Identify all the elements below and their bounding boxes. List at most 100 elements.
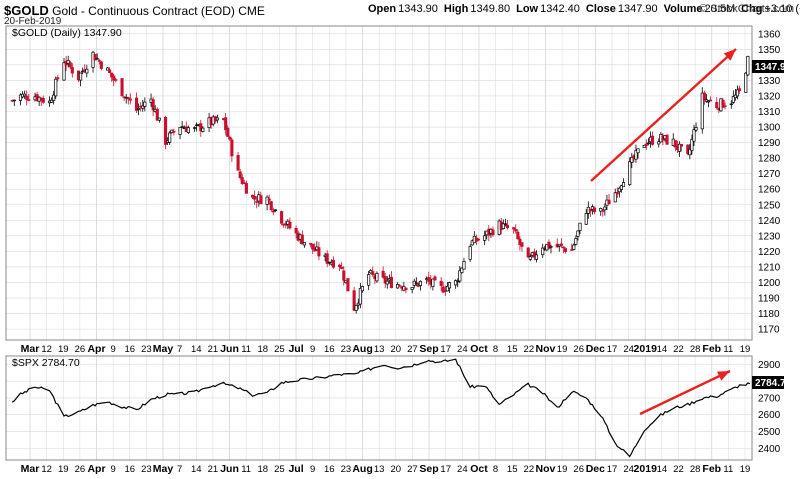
candle-body [628,161,632,186]
candle-body [673,140,677,148]
candle-body [607,199,611,205]
x-tick-label: 15 [507,344,518,355]
candle-body [570,249,574,251]
x-tick-label: 19 [557,344,568,355]
description: Gold - Continuous Contract (EOD) [52,4,235,18]
candle-body [253,196,257,200]
candle-body [381,270,385,278]
gold-panel-frame [5,25,753,341]
candle-body [534,254,539,260]
candle-body [265,196,269,205]
x-tick-label: 19 [740,344,751,355]
grid-top [6,26,752,340]
y-tick-label: 1300 [758,123,781,134]
x-tick-label: 20 [391,344,402,355]
candle-body [520,242,524,247]
stat-value: 20.5M [704,3,736,15]
candle-body [342,270,346,281]
x-tick-label: 25 [274,344,285,355]
y-tick-label: 1270 [758,169,781,180]
x-tick-label: Sep [419,463,438,475]
x-tick-label: 24 [457,464,468,475]
candle-body [135,97,139,111]
candle-body [137,108,141,110]
x-tick-label: May [153,463,174,475]
candle-body [168,132,172,143]
y-tick-label: 1360 [758,29,781,40]
x-tick-label: Oct [470,463,488,475]
candle-body [630,157,634,163]
x-tick-label: Dec [586,463,605,475]
candle-body [172,130,176,133]
candle-body [338,264,342,268]
x-labels-bottom: Mar 12 19 26 Apr 9 16 23 May 7 14 21 Jun 11 18 25 Jul 9 16… [21,463,751,475]
x-tick-label: 24 [623,464,634,475]
candle-body [178,126,182,135]
candle-body [456,280,460,283]
x-tick-label: 28 [690,344,701,355]
candle-body [186,127,190,133]
x-tick-label: 17 [440,344,451,355]
candle-body [23,93,27,97]
candle-body [735,89,740,97]
candle-body [215,117,219,121]
exchange: CME [238,4,265,18]
candle-body [541,247,545,256]
candle-body [371,271,375,275]
candle-body [180,126,184,128]
candle-body [503,223,507,225]
candle-body [244,183,248,194]
chart-title: $GOLD Gold - Continuous Contract (EOD) C… [4,3,265,18]
candle-body [516,231,520,240]
x-tick-label: 17 [607,344,618,355]
x-tick-label: 7 [177,464,182,475]
candle-body [692,129,696,142]
x-tick-label: 27 [407,464,418,475]
candle-body [236,155,240,171]
x-tick-label: 19 [58,464,69,475]
candle-body [70,67,74,74]
x-tick-label: 16 [124,344,135,355]
x-tick-label: 14 [191,464,202,475]
candle-body [574,238,578,245]
x-tick-label: 14 [657,464,668,475]
candle-body [54,78,58,97]
y-tick-label: 1220 [758,247,781,258]
candle-body [85,68,89,74]
candle-body [240,177,244,184]
y-tick-label: 1260 [758,185,781,196]
x-tick-label: Nov [536,463,556,475]
candle-body [445,285,449,292]
candle-body [476,238,481,241]
candle-body [458,270,462,282]
candle-body [126,97,130,100]
candle-body [733,94,737,99]
y-tick-label: 1310 [758,107,781,118]
chart-date: 20-Feb-2019 [4,16,62,27]
candle-body [578,222,582,231]
x-tick-label: 18 [258,344,269,355]
x-tick-label: 23 [141,344,152,355]
y-tick-label: 1280 [758,154,781,165]
stat-value: 1347.90 [617,3,658,15]
candle-body [617,187,621,193]
x-tick-label: 2019 [634,343,658,355]
candle-body [302,242,306,246]
candle-body [512,227,516,230]
x-tick-label: 9 [310,464,315,475]
candle-body [704,99,708,102]
candle-body [613,192,617,203]
stat-value: +3.10 (+0.23%) [764,3,800,15]
x-tick-label: 12 [41,464,52,475]
candle-body [199,123,203,132]
candle-body [95,58,99,60]
candle-body [518,238,522,245]
x-tick-label: 13 [374,344,385,355]
candle-body [702,92,706,101]
x-tick-label: Jun [220,463,239,475]
candle-body [418,281,422,286]
candle-body [439,280,443,286]
candle-body [706,100,711,103]
x-tick-label: Jun [220,343,239,355]
spx-line [11,358,751,458]
